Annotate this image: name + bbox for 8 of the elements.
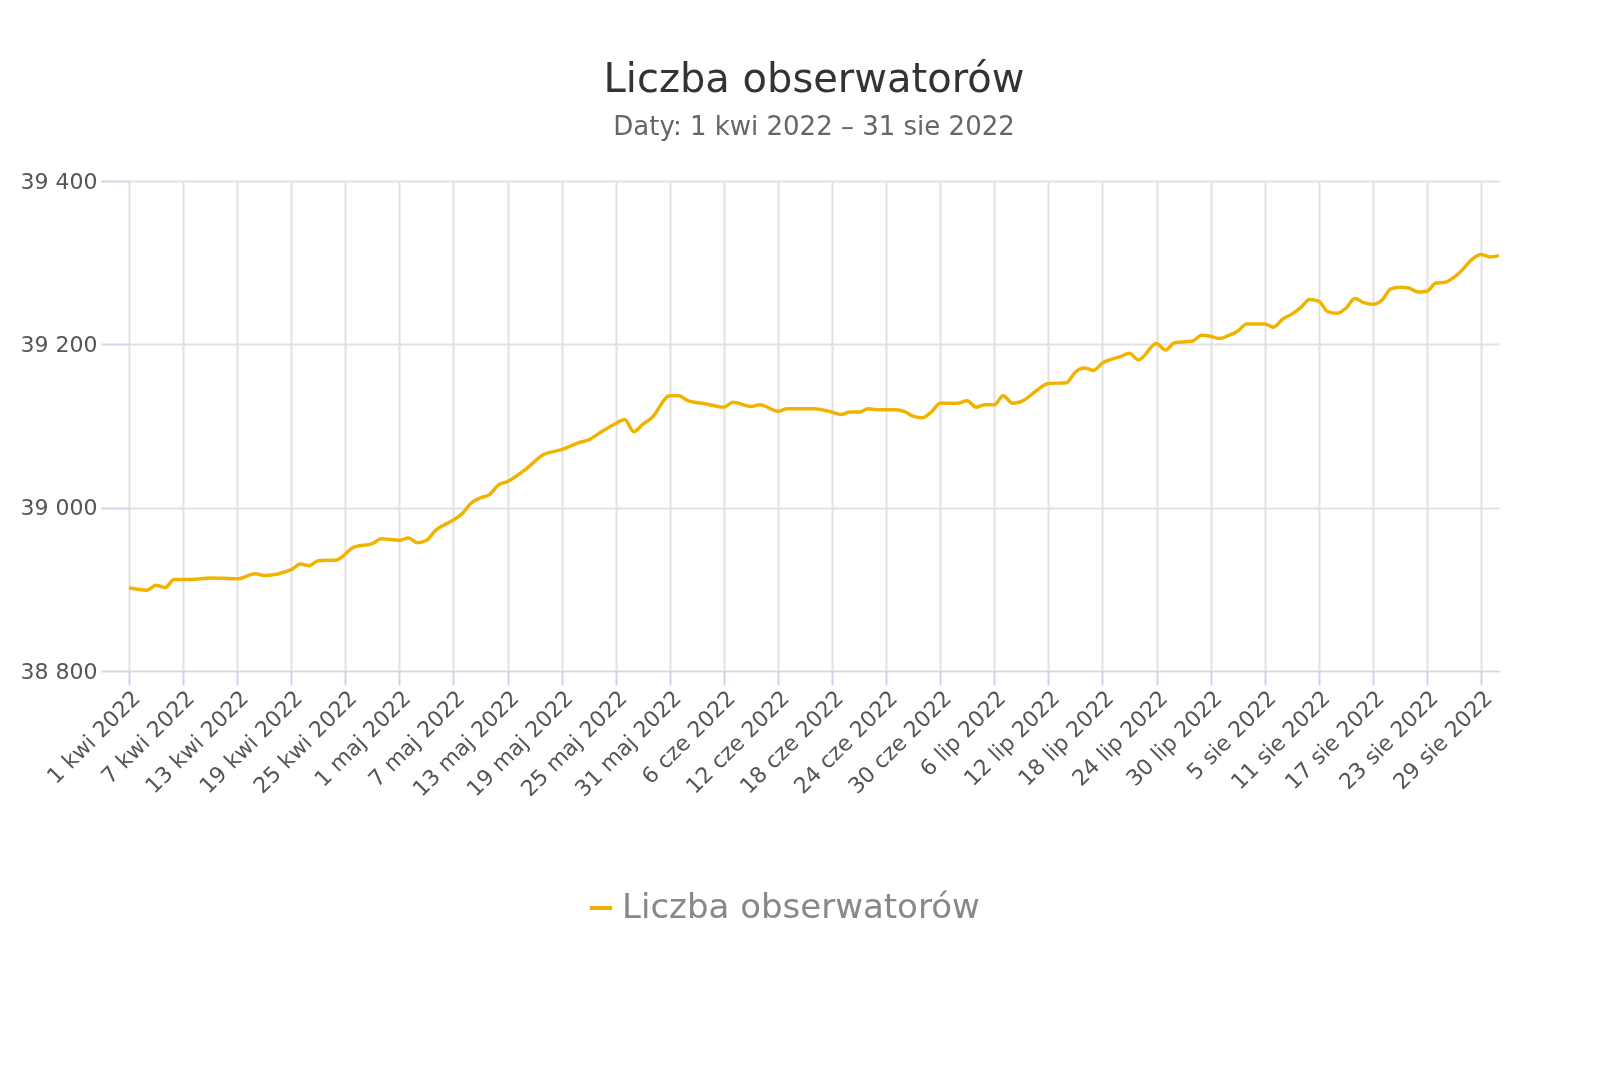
line-series (127, 252, 1501, 592)
chart-subtitle: Daty: 1 kwi 2022 – 31 sie 2022 (613, 111, 1015, 141)
y-tick-label: 39 200 (20, 331, 98, 357)
chart-title: Liczba obserwatorów (603, 55, 1025, 101)
y-tick-label: 39 000 (20, 495, 98, 521)
y-tick-label: 39 400 (20, 168, 98, 194)
y-tick-label: 38 800 (20, 658, 98, 684)
legend-label: Liczba obserwatorów (622, 886, 980, 926)
